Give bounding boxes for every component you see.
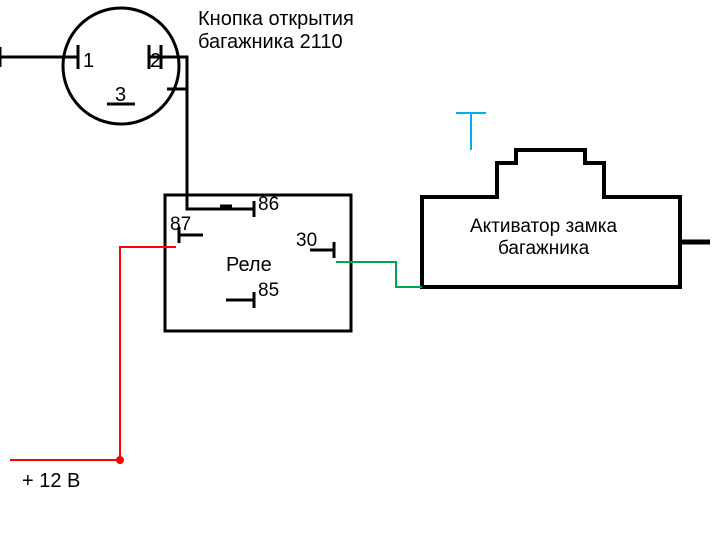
relay-pin-85: 85 xyxy=(258,280,279,302)
button-switch-label: Кнопка открытия багажника 2110 xyxy=(198,8,354,54)
power-label: + 12 В xyxy=(22,470,80,493)
actuator-label: Активатор замка багажника xyxy=(470,216,617,260)
relay-pin-86: 86 xyxy=(258,194,279,216)
button-pin-2: 2 xyxy=(150,50,161,73)
button-pin-1: 1 xyxy=(83,50,94,73)
relay-label: Реле xyxy=(226,254,272,277)
button-pin-3: 3 xyxy=(115,84,126,107)
relay-pin-30: 30 xyxy=(296,230,317,252)
relay-pin-87: 87 xyxy=(170,214,191,236)
circuit-diagram xyxy=(0,0,720,536)
